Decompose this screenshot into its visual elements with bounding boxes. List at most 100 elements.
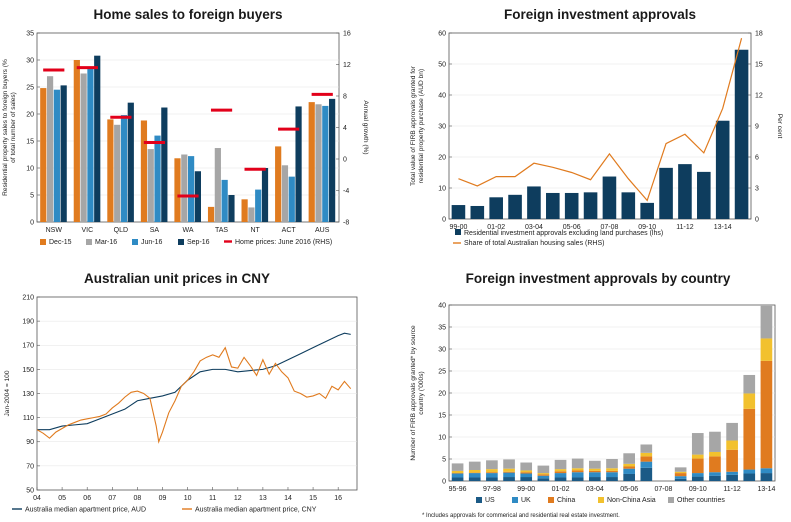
chart4-bar-uk <box>674 476 687 479</box>
chart4-y-tick: 20 <box>438 390 446 397</box>
chart1-bar-wa-dec-15 <box>174 158 181 222</box>
chart4-bar-uk <box>589 472 601 478</box>
chart4-bar-china <box>486 472 498 474</box>
chart2-bar <box>697 171 711 219</box>
chart4-bar-china <box>726 449 738 472</box>
chart2-x-tick: 01-02 <box>487 224 505 231</box>
chart3-legend-label: Australia median apartment price, CNY <box>195 507 317 514</box>
chart4-bar-other-countries <box>486 460 498 470</box>
chart4-bar-other-countries <box>571 458 584 469</box>
chart4-bar-uk <box>743 469 756 474</box>
chart4-bar-non-china-asia <box>468 470 481 473</box>
chart1-bar-wa-jun-16 <box>188 156 195 222</box>
chart4-bar-china <box>537 474 550 476</box>
chart2-x-tick: 13-14 <box>714 224 732 231</box>
chart4-bar-other-countries <box>554 459 567 470</box>
chart1-bar-aus-dec-15 <box>308 102 315 222</box>
chart4-bar-other-countries <box>468 461 481 470</box>
chart1-legend-label: Jun-16 <box>141 239 163 246</box>
chart2-legend-label: Residential investment approvals excludi… <box>464 230 663 237</box>
chart2-y2-tick: 0 <box>755 216 759 223</box>
chart1-y2-label: Annual growth (%) <box>362 100 369 154</box>
chart2-y2-tick: 9 <box>755 123 759 130</box>
chart3-title: Australian unit prices in CNY <box>84 271 270 286</box>
chart4-bar-non-china-asia <box>571 468 584 471</box>
chart4-bar-uk <box>486 473 498 478</box>
chart3-y-tick: 190 <box>22 319 34 326</box>
chart1-bar-qld-dec-15 <box>107 119 114 222</box>
chart1-bar-nt-dec-15 <box>241 199 248 222</box>
chart4-bar-uk <box>451 473 464 478</box>
chart3-x-tick: 05 <box>58 495 66 502</box>
chart1-y2-tick: 4 <box>343 125 347 132</box>
chart4-bar-other-countries <box>674 467 687 472</box>
chart4-y-tick: 40 <box>438 302 446 309</box>
chart3-x-tick: 10 <box>184 495 192 502</box>
chart4-x-tick: 09-10 <box>689 486 707 493</box>
chart4-x-tick: 01-02 <box>552 486 570 493</box>
chart2-share-line <box>458 38 743 202</box>
chart4-x-tick: 13-14 <box>757 486 775 493</box>
chart4-y-tick: 10 <box>438 434 446 441</box>
chart4-bar-us <box>674 478 687 481</box>
chart4-x-tick: 99-00 <box>517 486 535 493</box>
chart2-y-tick: 0 <box>442 216 446 223</box>
chart4-bar-other-countries <box>640 444 653 453</box>
chart4-bar-us <box>760 473 773 481</box>
chart4-bar-non-china-asia <box>623 463 635 467</box>
chart2-y2-label: Per cent <box>776 114 783 139</box>
chart3-y-tick: 110 <box>23 415 34 422</box>
chart4-bar-china <box>640 456 653 462</box>
chart3-x-tick: 04 <box>33 495 41 502</box>
chart4-legend-swatch <box>476 497 482 503</box>
chart4-title: Foreign investment approvals by country <box>466 271 731 286</box>
chart1-bar-wa-mar-16 <box>181 154 188 222</box>
chart4-legend-swatch <box>668 497 674 503</box>
chart3-legend-label: Australia median apartment price, AUD <box>25 507 146 514</box>
chart4-bar-non-china-asia <box>537 473 550 475</box>
chart1-y-tick: 30 <box>26 57 34 64</box>
chart4-bar-uk <box>503 472 515 478</box>
chart4-y-label: Number of FIRB approvals granted* by sou… <box>410 325 417 461</box>
chart4-bar-other-countries <box>743 374 756 394</box>
chart3-x-tick: 09 <box>159 495 167 502</box>
chart4-bar-china <box>606 470 618 473</box>
chart4-legend-label: Non-China Asia <box>607 497 656 504</box>
chart4-bar-us <box>743 473 756 481</box>
chart1-bar-aus-mar-16 <box>315 104 322 222</box>
chart2-bar <box>621 192 636 219</box>
chart1-y2-tick: -8 <box>343 219 349 226</box>
chart4-y-tick: 35 <box>438 324 446 331</box>
chart3-y-tick: 210 <box>22 294 34 301</box>
chart3-y-tick: 70 <box>26 463 34 470</box>
chart1-bar-nt-jun-16 <box>255 189 262 222</box>
chart4-y-tick: 15 <box>438 412 446 419</box>
chart1-x-tick: AUS <box>315 227 330 234</box>
chart4-bar-china <box>503 471 515 473</box>
chart1-legend-label: Home prices: June 2016 (RHS) <box>235 239 332 246</box>
chart4-bar-uk <box>726 471 738 475</box>
chart2-bar <box>678 164 692 219</box>
chart4-bar-us <box>503 477 515 481</box>
chart1-y2-tick: 16 <box>343 30 351 37</box>
chart4-bar-non-china-asia <box>520 470 533 473</box>
chart1-bar-aus-jun-16 <box>322 105 329 222</box>
chart2-y2-tick: 12 <box>755 92 763 99</box>
chart4-bar-non-china-asia <box>451 470 464 474</box>
chart2-bar <box>489 197 503 219</box>
chart1-bar-vic-sep-16 <box>94 55 101 223</box>
chart1-bar-sa-mar-16 <box>147 149 154 222</box>
chart1-bar-qld-sep-16 <box>127 102 134 222</box>
chart1-bar-aus-sep-16 <box>329 98 336 222</box>
chart4-bar-other-countries <box>709 431 721 452</box>
chart2-bar <box>451 205 466 219</box>
chart2-bar <box>470 205 485 219</box>
chart1-bar-act-jun-16 <box>288 176 295 222</box>
chart1-y2-tick: 12 <box>343 62 351 69</box>
chart4-bar-china <box>571 470 584 473</box>
chart3-x-tick: 08 <box>133 495 141 502</box>
chart1-y-label: of total number of sales) <box>10 92 17 163</box>
chart1-bar-nsw-dec-15 <box>40 88 47 222</box>
chart4-bar-china <box>554 471 567 474</box>
chart4-bar-uk <box>468 473 481 478</box>
